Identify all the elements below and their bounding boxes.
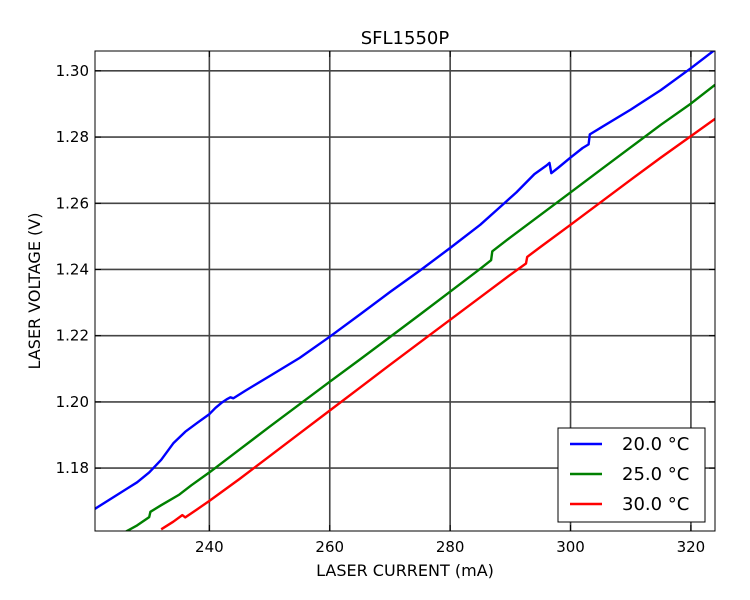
y-tick-labels: 1.18 1.20 1.22 1.24 1.26 1.28 1.30 (56, 62, 89, 477)
x-tick-label: 280 (436, 538, 465, 556)
series-line (95, 51, 715, 510)
y-tick-label: 1.18 (56, 459, 89, 477)
y-tick-label: 1.20 (56, 393, 89, 411)
plot-frame (94, 50, 716, 532)
x-tick-label: 300 (556, 538, 585, 556)
legend-label: 30.0 °C (622, 494, 689, 515)
series-line (124, 83, 715, 531)
y-axis-label: LASER VOLTAGE (V) (25, 213, 44, 370)
x-axis-label: LASER CURRENT (mA) (316, 561, 494, 580)
x-tick-label: 260 (315, 538, 344, 556)
legend: 20.0 °C 25.0 °C 30.0 °C (557, 427, 706, 523)
chart-title: SFL1550P (361, 28, 450, 49)
axis-ticks (95, 51, 715, 531)
legend-label: 20.0 °C (622, 434, 689, 455)
legend-label: 25.0 °C (622, 464, 689, 485)
x-tick-label: 240 (195, 538, 224, 556)
series-line (160, 117, 715, 531)
y-tick-label: 1.28 (56, 128, 89, 146)
y-tick-label: 1.24 (56, 260, 89, 278)
y-tick-label: 1.22 (56, 327, 89, 345)
y-tick-label: 1.30 (56, 62, 89, 80)
x-tick-labels: 240 260 280 300 320 (195, 538, 705, 556)
y-tick-label: 1.26 (56, 194, 89, 212)
series-lines (95, 51, 715, 531)
x-tick-label: 320 (677, 538, 706, 556)
